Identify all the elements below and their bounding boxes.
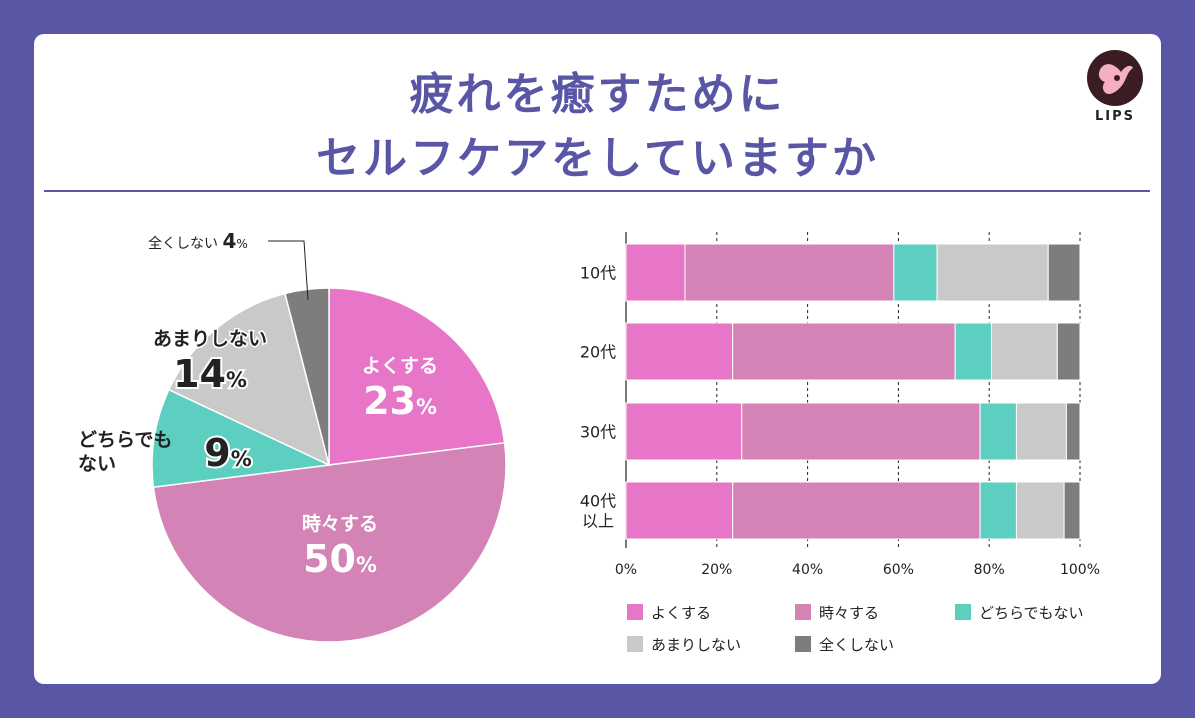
bar-seg-1-2 — [954, 322, 992, 381]
pie-value-1: 50% — [303, 537, 377, 581]
pie-value-2: 9% — [204, 431, 252, 475]
x-tick-5: 100% — [1060, 562, 1100, 578]
bar-seg-3-4 — [1063, 481, 1081, 540]
logo-text: LIPS — [1094, 109, 1135, 124]
category-label-0: 10代 — [580, 264, 616, 283]
pie-label-1: 時々する — [302, 513, 378, 535]
stacked-bar-chart: 10代 20代 30代 40代以上 0% 20% 40% 60% 80% 100% — [580, 232, 1100, 578]
bar-seg-1-1 — [732, 322, 956, 381]
pie-label-3: あまりしない — [153, 328, 267, 350]
title-divider — [44, 190, 1150, 192]
bar-seg-1-3 — [990, 322, 1058, 381]
title-line-2: セルフケアをしていますか — [316, 133, 879, 184]
pie-slice-3 — [167, 292, 331, 467]
pie-slice-2 — [151, 388, 332, 489]
x-tick-0: 0% — [615, 562, 637, 578]
legend-swatch-1 — [795, 604, 811, 620]
bar-seg-2-2 — [979, 402, 1017, 461]
bar-seg-3-3 — [1015, 481, 1065, 540]
legend-swatch-0 — [627, 604, 643, 620]
bar-seg-2-0 — [625, 402, 743, 461]
lips-logo-icon — [1087, 50, 1143, 106]
bar-seg-0-0 — [625, 243, 686, 302]
x-tick-4: 80% — [974, 562, 1005, 578]
pie-value-3: 14% — [173, 352, 247, 396]
title-line-1: 疲れを癒すために — [409, 69, 786, 120]
x-tick-3: 60% — [883, 562, 914, 578]
pie-slice-1 — [152, 441, 507, 643]
pie-label-0: よくする — [362, 355, 438, 377]
bar-seg-2-1 — [741, 402, 981, 461]
legend-label-2: どちらでもない — [979, 604, 1084, 622]
x-tick-2: 40% — [792, 562, 823, 578]
category-label-2: 30代 — [580, 423, 616, 442]
pie-value-0: 23% — [363, 379, 437, 423]
legend-swatch-2 — [955, 604, 971, 620]
legend-label-1: 時々する — [819, 604, 880, 622]
x-tick-1: 20% — [701, 562, 732, 578]
legend-swatch-4 — [795, 636, 811, 652]
pie-label-2: どちらでもない — [78, 429, 172, 475]
category-label-1: 20代 — [580, 343, 616, 362]
bar-seg-3-1 — [732, 481, 981, 540]
legend-label-0: よくする — [651, 604, 712, 622]
bar-seg-2-4 — [1065, 402, 1081, 461]
category-label-3: 40代以上 — [580, 492, 616, 531]
legend-label-4: 全くしない — [819, 636, 895, 654]
bar-seg-2-3 — [1015, 402, 1067, 461]
legend-label-3: あまりしない — [651, 636, 742, 654]
bar-seg-0-1 — [684, 243, 895, 302]
bar-seg-3-2 — [979, 481, 1017, 540]
bar-seg-3-0 — [625, 481, 734, 540]
legend-swatch-3 — [627, 636, 643, 652]
pie-slice-0 — [328, 287, 506, 466]
bar-seg-1-0 — [625, 322, 734, 381]
bar-seg-0-2 — [893, 243, 938, 302]
bar-seg-1-4 — [1056, 322, 1081, 381]
pie-label-4: 全くしない 4% — [148, 229, 248, 253]
pie-leader-line — [268, 240, 309, 301]
bar-seg-0-3 — [936, 243, 1049, 302]
bar-seg-0-4 — [1047, 243, 1081, 302]
